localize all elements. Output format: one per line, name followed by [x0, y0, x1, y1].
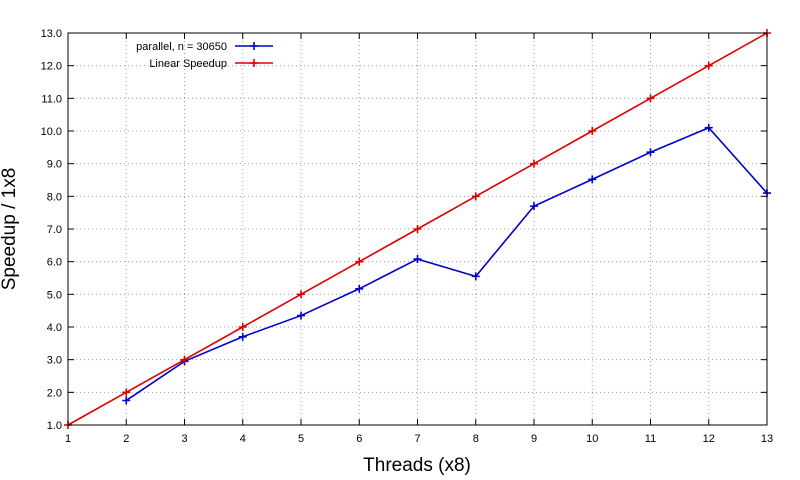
x-tick-label: 12	[703, 433, 715, 445]
y-tick-label: 9.0	[47, 159, 62, 171]
y-tick-label: 10.0	[41, 126, 62, 138]
series-point-1	[238, 323, 247, 331]
series-point-0	[471, 272, 480, 281]
y-tick-label: 3.0	[47, 355, 62, 367]
series-point-1	[704, 61, 713, 70]
series-point-0	[646, 148, 655, 157]
series-point-1	[413, 225, 422, 233]
x-tick-label: 8	[473, 433, 479, 445]
series-point-1	[530, 159, 538, 168]
series-point-0	[297, 311, 305, 320]
series-point-1	[180, 355, 189, 364]
series-point-0	[704, 123, 713, 132]
y-tick-label: 12.0	[41, 61, 62, 73]
series-point-0	[355, 284, 364, 293]
x-tick-label: 13	[761, 433, 773, 445]
y-axis-title: Speedup / 1x8	[0, 168, 20, 291]
legend-swatch-marker	[250, 42, 258, 50]
x-tick-label: 4	[240, 433, 246, 445]
series-point-0	[530, 202, 538, 211]
y-tick-label: 7.0	[47, 224, 62, 236]
series-point-0	[588, 175, 597, 184]
x-tick-label: 7	[414, 433, 420, 445]
ticks-layer: 1 2 3 4 5 6 7 8 9 10 11 12 131.02.03.04.05.06.07.08.…	[41, 28, 774, 445]
x-tick-label: 2	[123, 433, 129, 445]
series-point-1	[588, 127, 597, 135]
series-point-0	[238, 332, 247, 341]
y-tick-label: 1.0	[47, 420, 62, 432]
series-point-1	[122, 388, 131, 397]
legend-swatch-marker	[250, 59, 258, 67]
x-tick-label: 3	[181, 433, 187, 445]
x-tick-label: 6	[356, 433, 362, 445]
series-point-1	[355, 257, 364, 266]
legend-label: parallel, n = 30650	[136, 41, 227, 53]
x-tick-label: 9	[531, 433, 537, 445]
series-point-0	[413, 255, 422, 264]
series-point-1	[297, 290, 305, 299]
series-point-0	[122, 396, 131, 405]
series-point-1	[646, 94, 655, 103]
x-axis-title: Threads (x8)	[363, 455, 471, 476]
x-tick-label: 11	[645, 433, 656, 445]
legend: parallel, n = 30650 Linear Speedup	[136, 41, 273, 70]
x-tick-label: 5	[298, 433, 304, 445]
y-tick-label: 13.0	[41, 28, 62, 40]
y-tick-label: 11.0	[41, 93, 62, 105]
series-point-1	[471, 192, 480, 201]
legend-label: Linear Speedup	[149, 58, 227, 70]
series-layer	[64, 29, 771, 429]
y-tick-label: 2.0	[47, 387, 62, 399]
series-line-0	[125, 126, 768, 402]
y-tick-label: 5.0	[47, 289, 62, 301]
x-tick-label: 1	[65, 433, 71, 445]
y-tick-label: 8.0	[47, 191, 62, 203]
x-tick-label: 10	[586, 433, 598, 445]
y-tick-label: 4.0	[47, 322, 62, 334]
y-tick-label: 6.0	[47, 257, 62, 269]
